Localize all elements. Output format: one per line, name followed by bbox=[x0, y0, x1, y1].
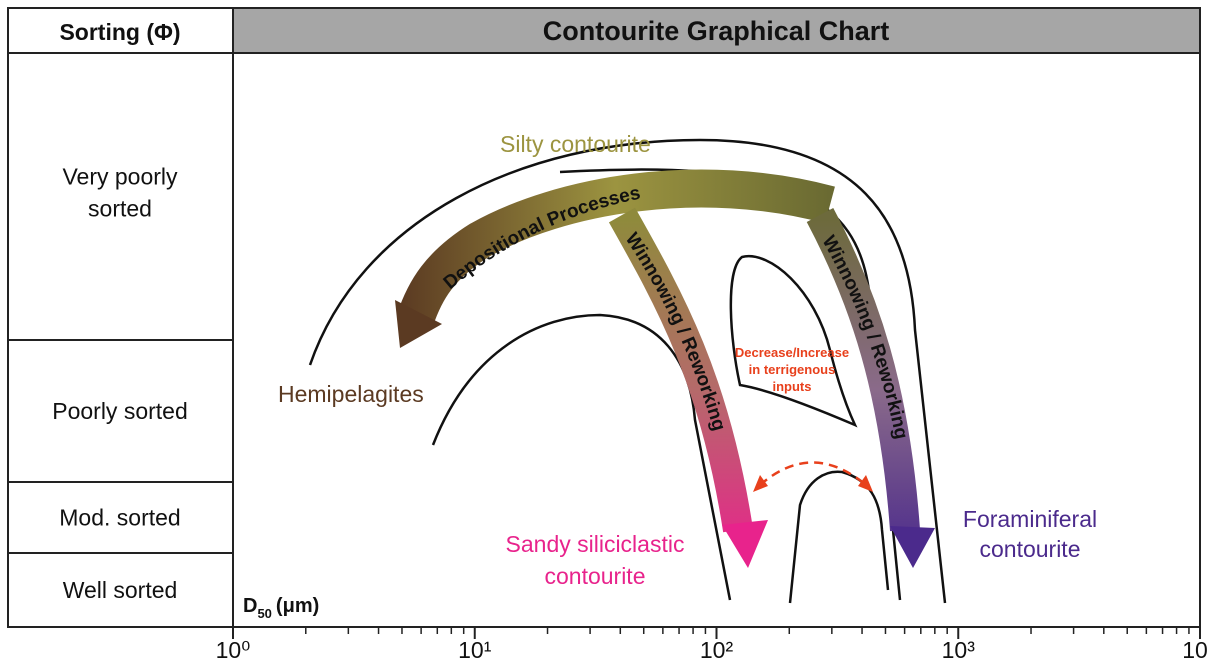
terrigenous-label: in terrigenous bbox=[749, 362, 836, 377]
winnowing-left-arrow bbox=[608, 207, 753, 533]
terrigenous-label: inputs bbox=[773, 379, 812, 394]
x-tick-label: 10¹ bbox=[458, 637, 492, 663]
x-tick-label: 10² bbox=[700, 637, 734, 663]
x-tick-label: 10⁴ bbox=[1182, 637, 1208, 663]
arrowhead bbox=[722, 520, 768, 568]
arrowhead bbox=[395, 300, 442, 348]
loop-contour bbox=[729, 254, 858, 428]
axis-label: D bbox=[243, 595, 257, 617]
title-bar bbox=[232, 7, 1201, 54]
arrowhead bbox=[858, 475, 873, 492]
axis-label: D50 (μm) bbox=[243, 595, 319, 621]
axis-label-unit: (μm) bbox=[276, 595, 319, 617]
foraminiferal-label: contourite bbox=[979, 536, 1080, 562]
depositional-arrow bbox=[396, 169, 835, 327]
sorting-labels: Very poorly sorted Poorly sorted Mod. sorte… bbox=[52, 164, 188, 604]
x-tick-label: 10³ bbox=[942, 637, 976, 663]
winnowing-left-label: Winnowing / Reworking bbox=[621, 229, 730, 433]
multi-line-labels: Decrease/Increase in terrigenous inputs San… bbox=[506, 345, 1098, 589]
axis-label-sub: 50 bbox=[257, 606, 271, 621]
sorting-label: Poorly sorted bbox=[52, 398, 188, 424]
frame bbox=[7, 7, 1201, 628]
sorting-label: Very poorly sorted bbox=[62, 164, 178, 222]
arch-contour bbox=[788, 470, 890, 604]
silty-label: Silty contourite bbox=[500, 131, 651, 157]
winnowing-right-label: Winnowing / Reworking bbox=[818, 232, 912, 441]
arrowhead bbox=[753, 475, 768, 492]
outer-contour bbox=[308, 138, 947, 604]
sorting-label: Well sorted bbox=[63, 577, 178, 603]
arrowhead bbox=[890, 526, 935, 568]
sandy-label: contourite bbox=[544, 563, 645, 589]
sorting-label: Mod. sorted bbox=[59, 505, 180, 531]
axis: 10⁰ 10¹ 10² 10³ 10⁴ bbox=[216, 627, 1208, 663]
hemipelagites-label: Hemipelagites bbox=[278, 381, 424, 407]
x-tick-label: 10⁰ bbox=[216, 637, 251, 663]
winnowing-left-label: Winnowing / Reworking bbox=[621, 229, 730, 433]
winnowing-right-label: Winnowing / Reworking bbox=[818, 232, 912, 441]
sandy-label: Sandy siliciclastic bbox=[506, 531, 685, 557]
terrigenous-label: Decrease/Increase bbox=[735, 345, 849, 360]
header-left: Sorting (Φ) bbox=[59, 19, 180, 45]
foraminiferal-label: Foraminiferal bbox=[963, 506, 1097, 532]
title: Contourite Graphical Chart bbox=[543, 16, 890, 46]
winnowing-right-arrow bbox=[806, 207, 920, 532]
